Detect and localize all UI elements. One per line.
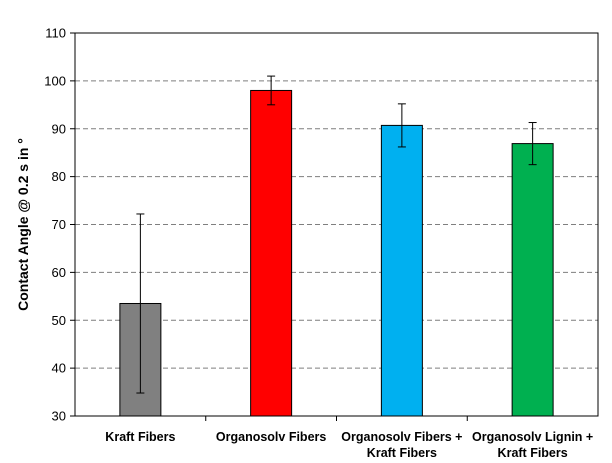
x-tick-label: Organosolv Fibers (216, 430, 326, 444)
y-tick-label: 100 (44, 73, 66, 88)
y-tick-label: 90 (52, 121, 66, 136)
y-axis-ticks: 30 40 50 60 70 80 90 100 110 (44, 26, 75, 424)
x-tick-label: Organosolv Fibers + (341, 430, 462, 444)
y-axis-title: Contact Angle @ 0.2 s in ° (15, 138, 31, 311)
y-tick-label: 60 (52, 265, 66, 280)
x-axis-labels: Kraft Fibers Organosolv Fibers Organosolv … (105, 430, 593, 460)
axes (74, 32, 599, 421)
bar (250, 89, 293, 417)
y-tick-label: 70 (52, 217, 66, 232)
x-tick-label: Kraft Fibers (367, 446, 437, 460)
y-tick-label: 110 (45, 26, 66, 41)
y-tick-label: 40 (52, 361, 66, 376)
y-tick-label: 50 (52, 313, 66, 328)
bar (380, 124, 423, 417)
y-tick-label: 30 (52, 409, 66, 424)
bars (119, 89, 554, 417)
x-tick-label: Kraft Fibers (105, 430, 175, 444)
bar (511, 143, 554, 417)
y-tick-label: 80 (52, 169, 66, 184)
error-bars (136, 75, 537, 394)
x-tick-label: Kraft Fibers (498, 446, 568, 460)
x-tick-label: Organosolv Lignin + (472, 430, 593, 444)
